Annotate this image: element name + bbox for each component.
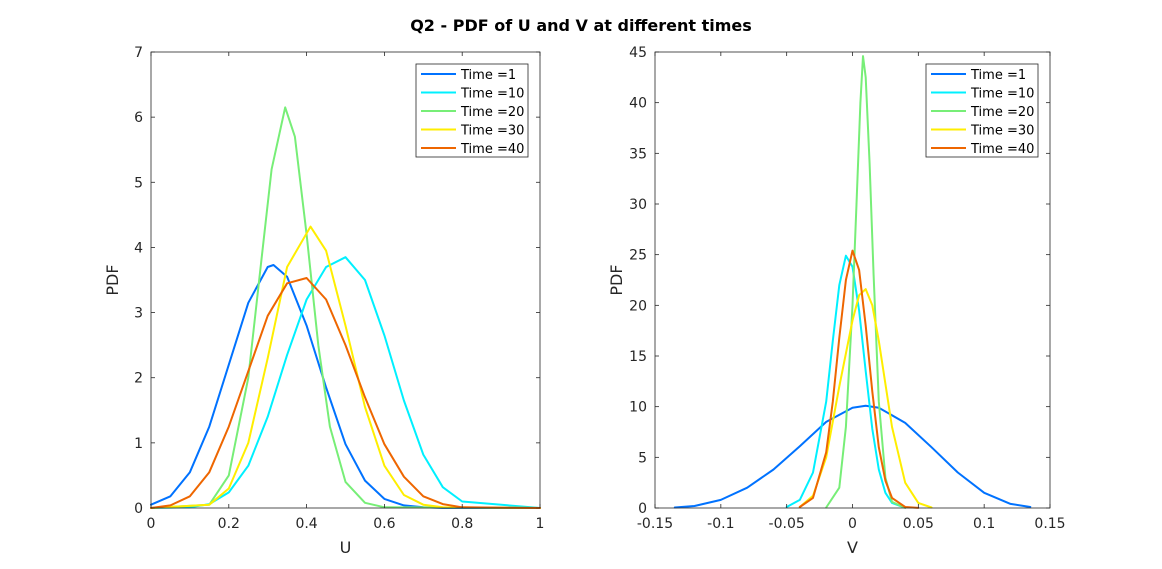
- y-axis-label: PDF: [103, 264, 122, 295]
- series-group: [150, 106, 541, 509]
- x-tick-label: -0.15: [637, 516, 673, 532]
- series-line-4: [798, 288, 933, 509]
- series-line-3: [150, 106, 541, 509]
- x-tick-label: -0.05: [769, 516, 805, 532]
- legend: Time =1 Time =10 Time =20 Time =30 Time =40: [925, 63, 1039, 158]
- series-group: [673, 55, 1032, 509]
- y-tick-label: 35: [629, 146, 647, 162]
- legend-label-5: Time =40: [460, 142, 524, 157]
- y-tick-label: 7: [134, 45, 143, 61]
- series-line-2: [785, 254, 907, 509]
- y-tick-label: 6: [134, 110, 143, 126]
- y-tick-label: 25: [629, 248, 647, 264]
- y-tick-label: 3: [134, 306, 143, 322]
- y-tick-label: 45: [629, 45, 647, 61]
- legend-label-5: Time =40: [970, 142, 1034, 157]
- legend-label-4: Time =30: [460, 124, 524, 139]
- x-tick-label: 0: [848, 516, 857, 532]
- x-tick-label: 0.2: [218, 516, 240, 532]
- series-line-3: [825, 55, 907, 509]
- x-tick-label: 0.8: [451, 516, 473, 532]
- x-axis-label: V: [847, 538, 858, 557]
- legend-label-2: Time =10: [460, 87, 524, 102]
- y-tick-label: 2: [134, 371, 143, 387]
- legend: Time =1 Time =10 Time =20 Time =30 Time =40: [415, 63, 529, 158]
- y-tick-label: 20: [629, 298, 647, 314]
- x-tick-label: 0.15: [1034, 516, 1065, 532]
- figure-title: Q2 - PDF of U and V at different times: [410, 16, 752, 35]
- x-tick-label: 0: [147, 516, 156, 532]
- y-tick-label: 1: [134, 436, 143, 452]
- y-tick-label: 4: [134, 240, 143, 256]
- y-tick-label: 15: [629, 349, 647, 365]
- x-tick-label: 0.6: [373, 516, 395, 532]
- y-tick-label: 0: [638, 501, 647, 517]
- axes-frame: [150, 51, 541, 509]
- legend-label-2: Time =10: [970, 87, 1034, 102]
- legend-label-1: Time =1: [970, 68, 1026, 83]
- series-line-2: [150, 256, 541, 509]
- y-tick-label: 40: [629, 96, 647, 112]
- series-line-5: [798, 249, 920, 509]
- x-tick-label: -0.1: [707, 516, 734, 532]
- axes-right-v: -0.15 -0.1 -0.05 0 0.05 0.1 0.15 0 5 10 15 20 25 30 35…: [607, 45, 1066, 557]
- x-tick-label: 1: [536, 516, 545, 532]
- y-tick-label: 10: [629, 400, 647, 416]
- x-tick-label: 0.05: [903, 516, 934, 532]
- legend-label-3: Time =20: [970, 105, 1034, 120]
- series-line-4: [150, 225, 541, 509]
- y-tick-label: 0: [134, 501, 143, 517]
- y-tick-label: 5: [638, 450, 647, 466]
- series-line-1: [673, 404, 1032, 509]
- series-line-5: [150, 277, 541, 509]
- y-axis-label: PDF: [607, 264, 626, 295]
- x-tick-label: 0.1: [973, 516, 995, 532]
- x-tick-label: 0.4: [295, 516, 317, 532]
- legend-label-3: Time =20: [460, 105, 524, 120]
- y-tick-label: 5: [134, 175, 143, 191]
- x-axis-label: U: [340, 538, 352, 557]
- y-tick-label: 30: [629, 197, 647, 213]
- legend-label-4: Time =30: [970, 124, 1034, 139]
- legend-label-1: Time =1: [460, 68, 516, 83]
